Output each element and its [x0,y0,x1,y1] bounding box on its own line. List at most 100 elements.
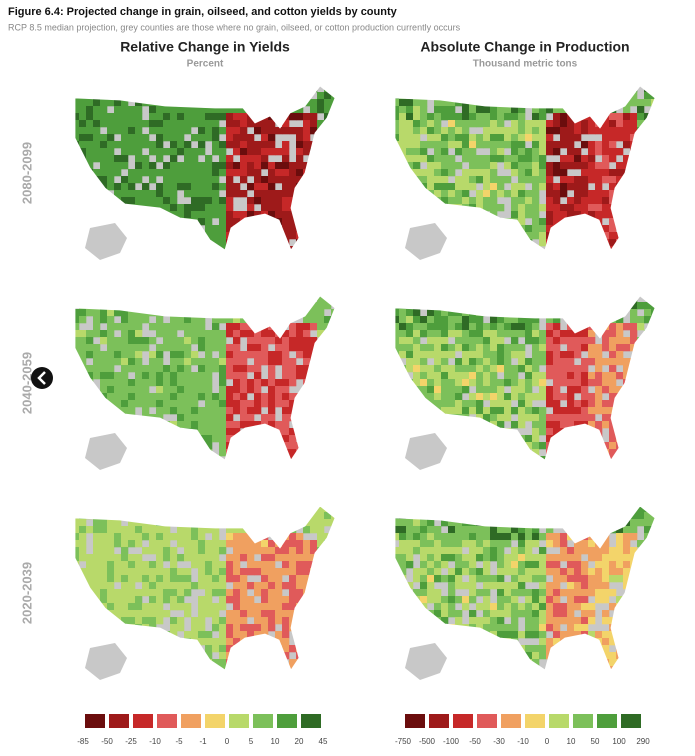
county-cell [254,589,262,597]
county-cell [135,631,143,639]
county-cell [212,533,220,541]
county-cell [525,442,533,450]
county-cell [247,148,255,156]
county-cell [399,652,407,660]
county-cell [205,477,212,484]
county-cell [462,400,470,408]
county-cell [142,309,150,317]
county-cell [427,120,435,128]
county-cell [170,379,178,387]
county-cell [282,99,290,107]
county-cell [205,449,213,457]
county-cell [413,316,421,324]
county-cell [525,407,533,415]
county-cell [658,358,665,365]
county-cell [296,296,304,303]
county-cell [441,393,449,401]
county-cell [532,456,540,460]
county-cell [86,155,94,163]
county-cell [525,134,533,142]
county-cell [331,323,335,331]
county-cell [121,323,129,331]
county-cell [317,603,325,611]
county-cell [121,428,129,436]
county-cell [149,337,157,345]
county-cell [338,470,345,477]
county-cell [616,162,624,170]
county-cell [392,470,399,477]
county-cell [261,596,269,604]
county-cell [184,470,191,477]
county-cell [100,687,107,694]
county-cell [553,246,561,250]
county-cell [504,113,512,121]
county-cell [518,218,526,226]
county-cell [427,337,435,345]
county-cell [275,568,283,576]
county-cell [525,120,533,128]
county-cell [107,127,115,135]
county-cell [511,197,519,205]
county-cell [261,155,269,163]
county-cell [413,197,421,205]
county-cell [395,400,400,408]
county-cell [198,652,206,660]
county-cell [212,435,220,443]
legend-label: -5 [175,737,183,746]
county-cell [413,421,421,429]
county-cell [233,463,240,470]
county-cell [149,561,157,569]
county-cell [303,148,311,156]
county-cell [338,120,345,127]
county-cell [630,246,638,250]
county-cell [156,211,164,219]
county-cell [448,372,456,380]
county-cell [254,463,261,470]
county-cell [385,316,392,323]
county-cell [205,526,213,534]
county-cell [658,99,665,106]
county-cell [469,239,477,247]
county-cell [226,631,234,639]
county-cell [65,512,72,519]
county-cell [317,617,325,625]
county-cell [331,225,335,233]
county-cell [212,309,220,317]
county-cell [191,554,199,562]
county-cell [399,603,407,611]
county-cell [107,477,114,484]
county-cell [317,463,324,470]
county-cell [637,197,645,205]
county-cell [574,99,582,107]
county-cell [413,141,421,149]
county-cell [497,470,504,477]
county-cell [261,127,269,135]
county-cell [226,428,234,436]
county-cell [198,260,205,267]
county-cell [191,225,199,233]
county-cell [135,134,143,142]
county-cell [233,134,241,142]
county-cell [65,162,72,169]
county-cell [399,225,407,233]
county-cell [476,386,484,394]
county-cell [107,86,115,93]
county-cell [212,421,220,429]
county-cell [317,498,324,505]
county-cell [149,127,157,135]
county-cell [574,86,582,93]
county-cell [399,442,407,450]
county-cell [100,624,108,632]
county-cell [651,260,658,267]
county-cell [128,337,136,345]
county-cell [581,78,588,85]
county-cell [254,296,262,303]
county-cell [121,645,129,653]
county-cell [268,260,275,267]
county-cell [324,659,332,667]
county-cell [310,652,318,660]
county-cell [268,449,276,457]
county-cell [567,162,575,170]
county-cell [434,470,441,477]
county-cell [289,253,296,260]
